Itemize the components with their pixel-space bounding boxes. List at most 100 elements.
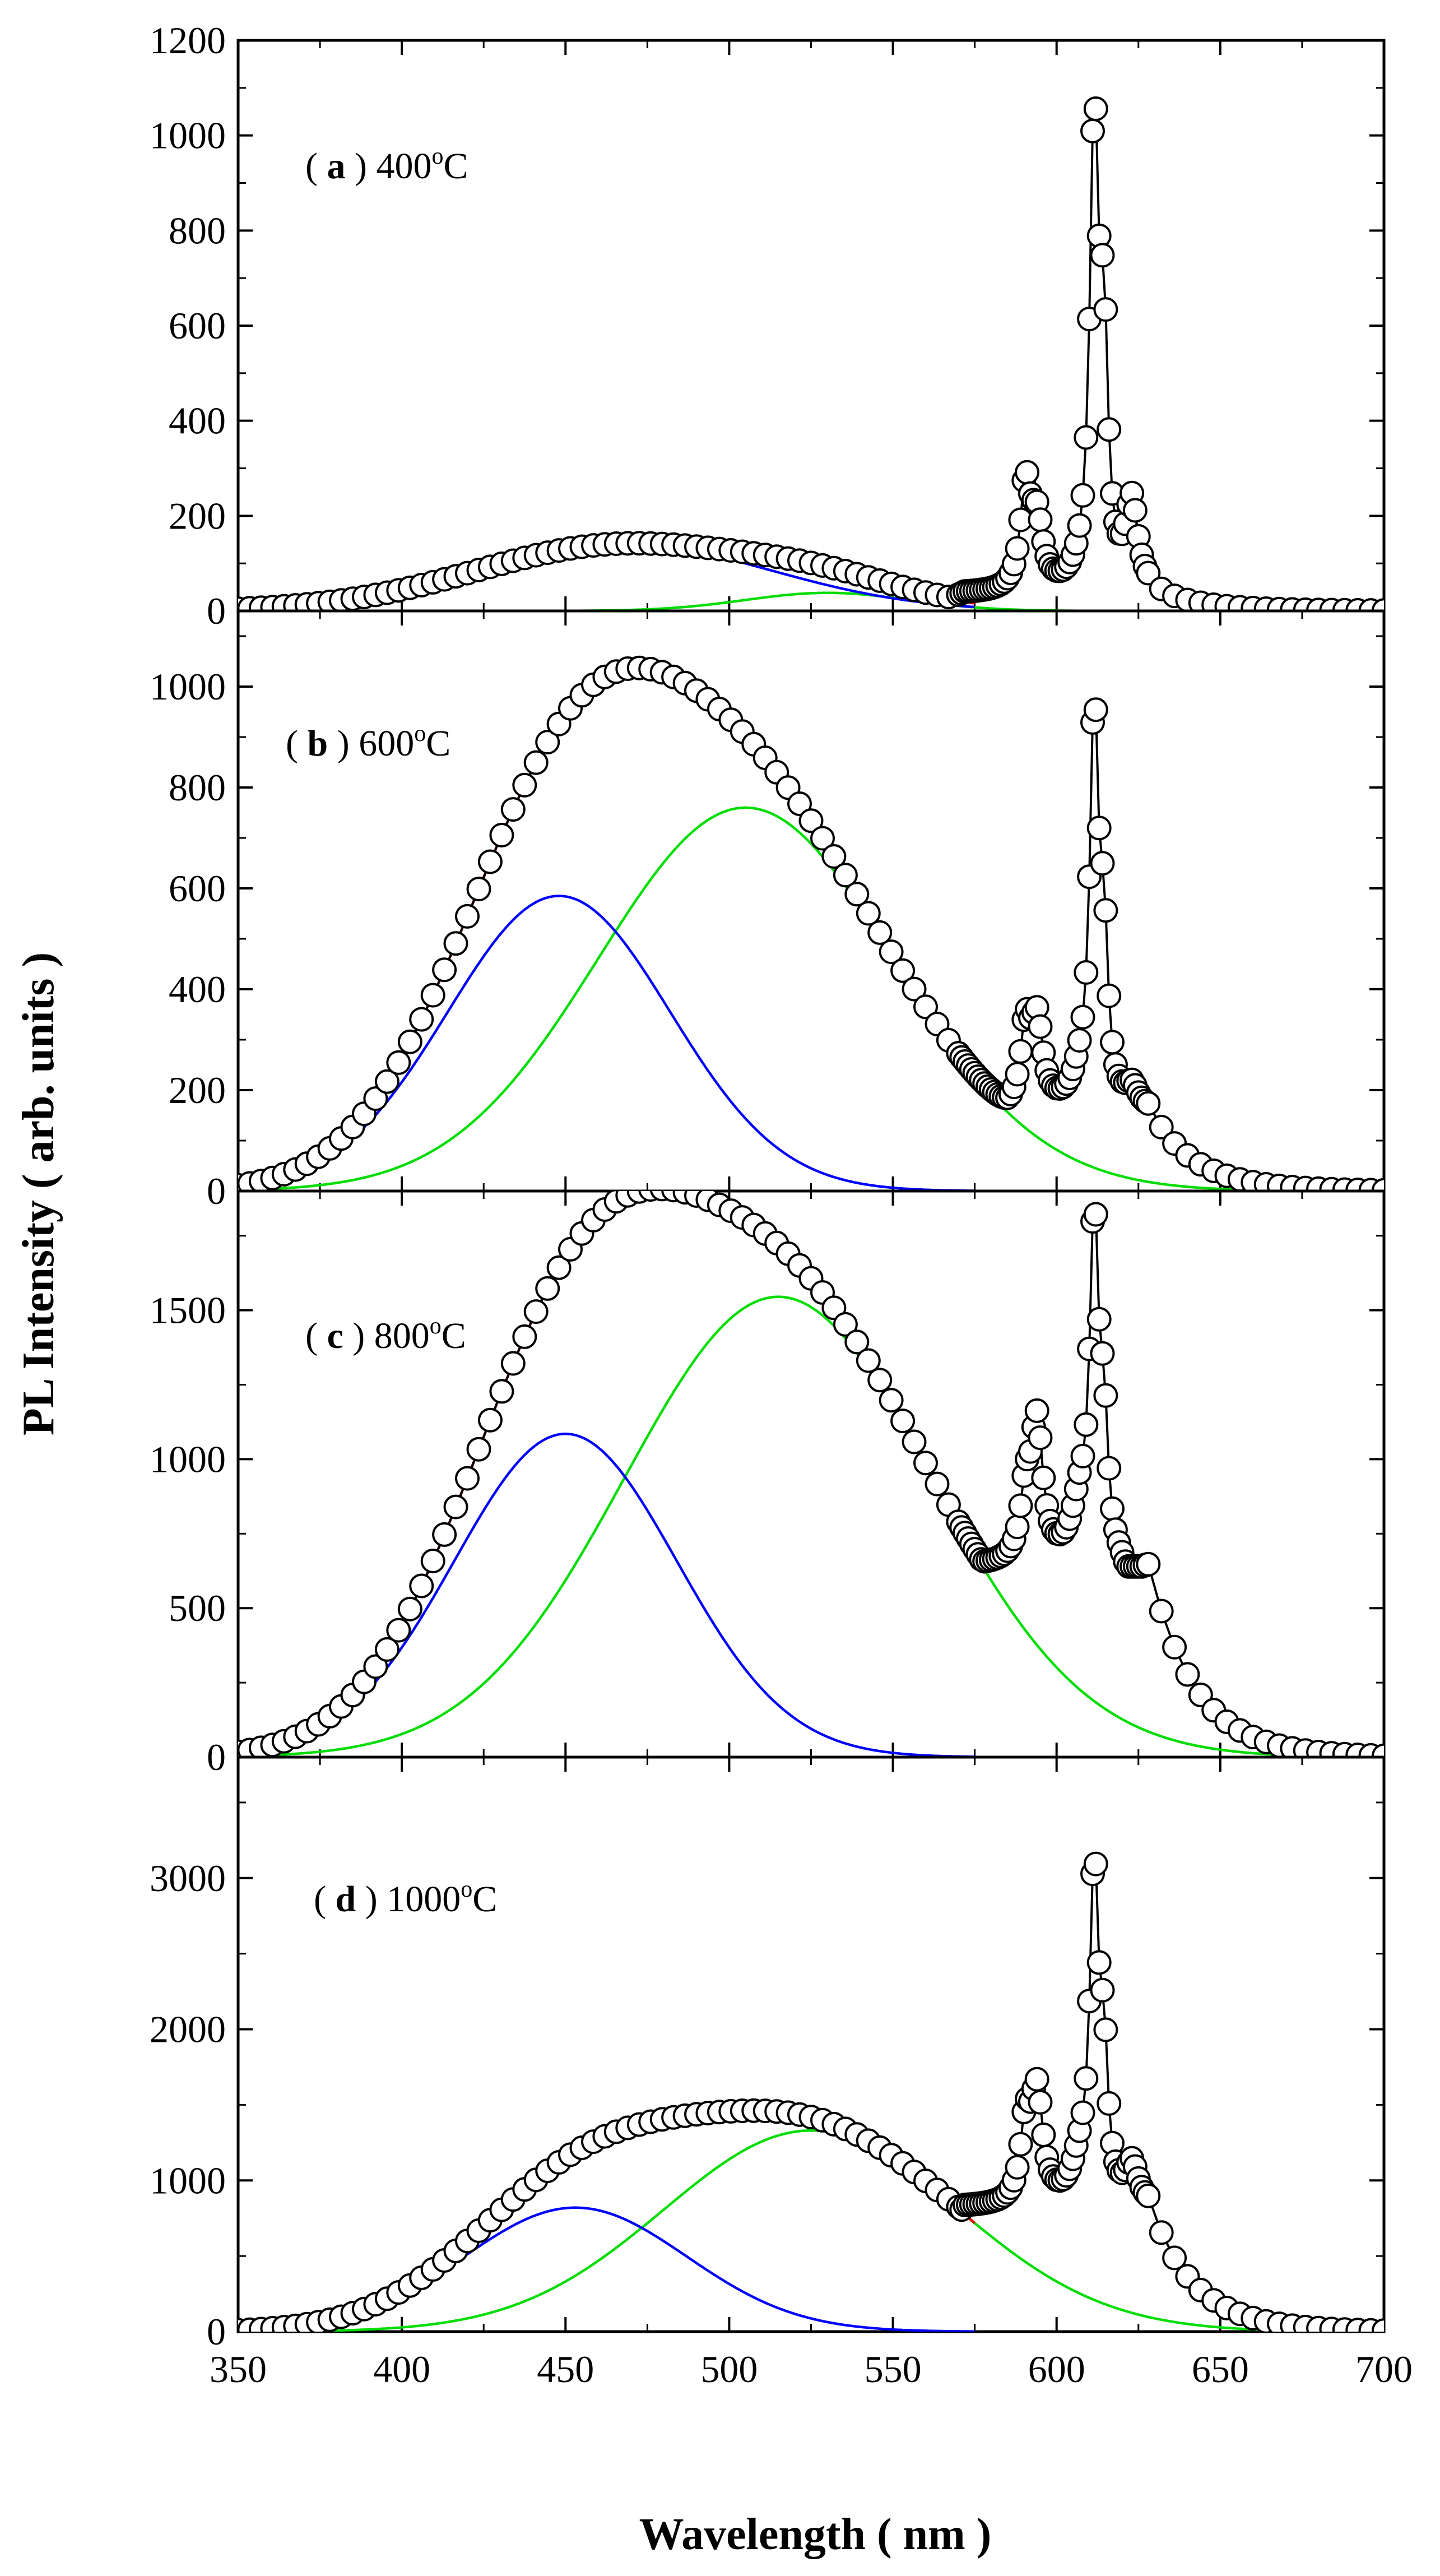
panel-a-label-close: ) [345,146,376,187]
panel-b-data-point [409,1007,434,1032]
panel-b-series [238,655,1384,1191]
x-tick-label: 600 [1028,2348,1085,2390]
panel-b-green-component-line [238,806,1384,1191]
panel-c-data-point [879,1388,904,1413]
panel-b-data-point [500,797,526,822]
panel-d-label-temp: 1000 [387,1879,461,1920]
panel-d-data-point [1083,1851,1108,1877]
panel-a-y-tick-label: 1200 [150,19,226,62]
panel-c-data-point [890,1409,916,1434]
x-tick-label: 500 [700,2348,758,2390]
panel-a-data-point [1067,513,1092,538]
panel-c-data-point [512,1324,537,1349]
panel-d-data-point [1028,2089,1053,2115]
panel-d-data-point [1005,2155,1030,2180]
panel-c-data-point [1093,1383,1118,1408]
panel-c-data-point [443,1494,468,1519]
panel-a-data-point [1097,417,1122,442]
panel-a-data-point [1070,483,1095,508]
panel-c-data-point [397,1596,422,1621]
panel-b-data-point [810,826,835,851]
panel-c-data-point [455,1466,480,1491]
panel-b-data-point [879,939,904,965]
panel-d-label-degree: o [461,1877,472,1902]
panel-c-data-point [844,1329,870,1355]
panel-b-data-point [420,983,445,1008]
panel-c-label-degree: o [430,1313,442,1339]
panel-d-data-point [1086,1950,1112,1975]
panel-c-data-point [925,1471,950,1497]
panel-a-data-point [1005,536,1030,561]
panel-c-data-point [500,1351,526,1376]
panel-c-data-point [1097,1456,1122,1481]
panel-d-label-unit: C [472,1879,497,1920]
panel-a-series [238,96,1384,611]
panel-c-data-point [867,1368,893,1393]
panel-b-data-point [363,1086,388,1111]
panel-d-data-point [1070,2100,1095,2125]
panel-a-data-point [1093,297,1118,322]
panel-b-data-point [455,904,480,929]
panel-b-data-point [386,1050,411,1075]
panel-d-y-tick-label: 3000 [150,1857,226,1899]
panel-b-data-point [1008,1039,1033,1064]
panel-d-data-point [1074,2066,1099,2091]
panel-d-green-component-line [238,2129,1384,2332]
panel-c-data-point [1175,1662,1200,1687]
panel-c-data-point [833,1312,858,1337]
panel-d-data-point [1162,2245,1187,2271]
panel-c-data-point [1028,1425,1053,1451]
panel-a-data-point [1074,425,1099,450]
panel-a-label-temp: 400 [376,146,431,187]
panel-a-y-tick-label: 400 [169,400,226,442]
panel-b-data-point [1074,960,1099,985]
panel-a-label: ( a ) 400oC [305,143,468,187]
panel-c-data-point [1100,1496,1125,1521]
panel-a-green-component-line [238,591,1384,611]
x-tick-label: 550 [865,2348,922,2390]
panel-b-data-point [489,823,514,847]
panel-a-label-unit: C [443,146,468,187]
panel-b-y-tick-label: 800 [169,766,226,809]
panel-c-data-point [913,1451,938,1476]
panel-c-series [238,1191,1384,1757]
panel-d-y-tick-label: 1000 [150,2159,226,2202]
panel-d-series [238,1851,1384,2332]
panel-d-data-point [1024,2067,1049,2092]
panel-c-data-point [1074,1412,1099,1437]
panel-a-data-point [1028,507,1053,532]
panel-b-data-point [913,994,938,1020]
panel-c-data-point [1005,1514,1030,1540]
panel-a-data-point [1136,560,1161,586]
panel-c-data-point [386,1618,411,1643]
panel-b-data-point [787,791,812,816]
panel-b-data-point [1136,1091,1161,1116]
panel-b-data-point [432,957,457,983]
panel-b-y-tick-label: 0 [207,1170,226,1212]
panel-d-data-point [1031,2122,1056,2147]
panel-d-data-point [1090,1977,1115,2003]
panel-c-green-component-line [238,1295,1384,1757]
panel-b-data-point [535,730,560,755]
panel-c-data-point [856,1348,881,1373]
panel-c-data-point [1031,1465,1056,1490]
panel-b-data-point [821,844,847,869]
panel-b-data-point [1100,1030,1125,1055]
panel-c-label-letter: c [327,1315,343,1356]
panel-d-label: ( d ) 1000oC [314,1877,497,1920]
panel-c-data-point [535,1276,560,1301]
panel-b-y-tick-label: 1000 [150,665,226,708]
panel-c-data-point [821,1295,847,1321]
panel-b-data-point [523,750,549,775]
panel-c-data-point [1136,1551,1161,1577]
panel-b-y-tick-label: 600 [169,867,226,910]
x-tick-label: 400 [373,2348,430,2390]
panel-d-label-close: ) [356,1879,387,1920]
panel-c-data-point [546,1255,572,1280]
panel-d-data-point [1372,2318,1384,2332]
panel-b-data-point [397,1029,422,1054]
panel-c-data-point [523,1299,549,1324]
